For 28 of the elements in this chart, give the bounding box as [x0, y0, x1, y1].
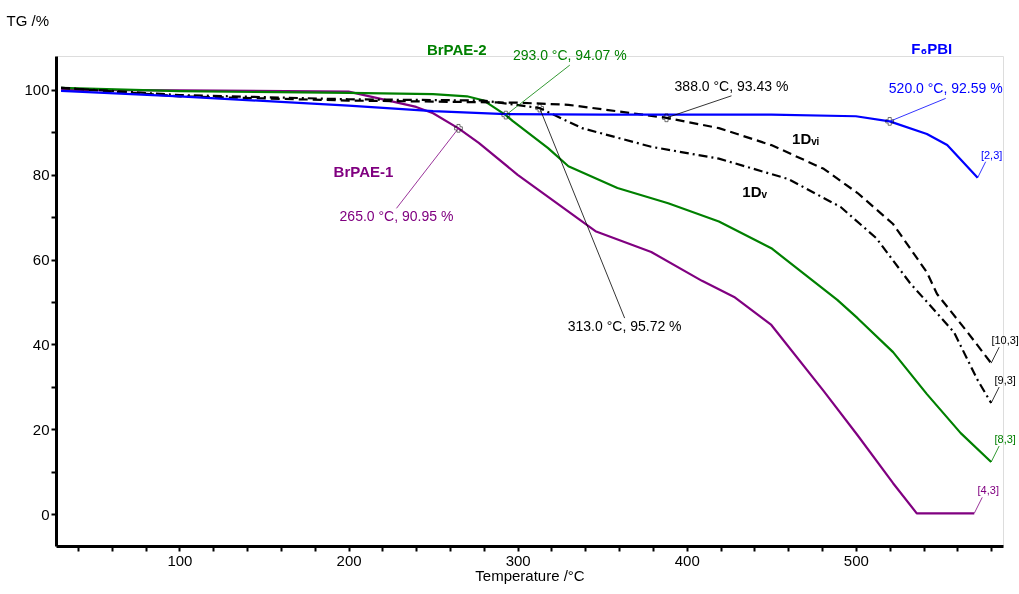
annotation: [2,3]: [980, 148, 1003, 161]
text: F₆PBI: [911, 40, 953, 58]
annotation: 520.0 °C, 92.59 %: [888, 80, 1003, 97]
y-axis-title: TG /%: [6, 11, 50, 29]
text: BrPAE-1: [333, 163, 394, 181]
series-label: 1Dᵥᵢ: [792, 129, 819, 147]
x-tick-label: 400: [674, 551, 700, 569]
x-tick-label: 200: [336, 551, 362, 569]
series-label: 1Dᵥ: [742, 183, 768, 201]
annotation: [8,3]: [994, 433, 1016, 445]
y-tick-label: 40: [32, 335, 50, 353]
y-tick-label: 20: [32, 420, 50, 438]
y-tick-label: 100: [24, 81, 50, 99]
annotation: 388.0 °C, 93.43 %: [674, 77, 789, 94]
x-tick-label: 500: [843, 551, 869, 569]
annotation: 313.0 °C, 95.72 %: [567, 318, 682, 335]
x-tick-label: 300: [505, 551, 531, 569]
text: BrPAE-2: [426, 41, 487, 59]
annotation: 265.0 °C, 90.95 %: [339, 208, 454, 225]
x-tick-label: 100: [167, 551, 193, 569]
annotation: 293.0 °C, 94.07 %: [512, 47, 627, 64]
x-axis-title: Temperature /°C: [475, 566, 585, 584]
annotation: [4,3]: [977, 484, 999, 497]
annotation: [9,3]: [994, 374, 1016, 387]
y-tick-label: 60: [32, 251, 50, 269]
y-tick-label: 0: [41, 505, 50, 523]
annotation: [10,3]: [991, 334, 1019, 347]
y-tick-label: 80: [32, 166, 50, 184]
